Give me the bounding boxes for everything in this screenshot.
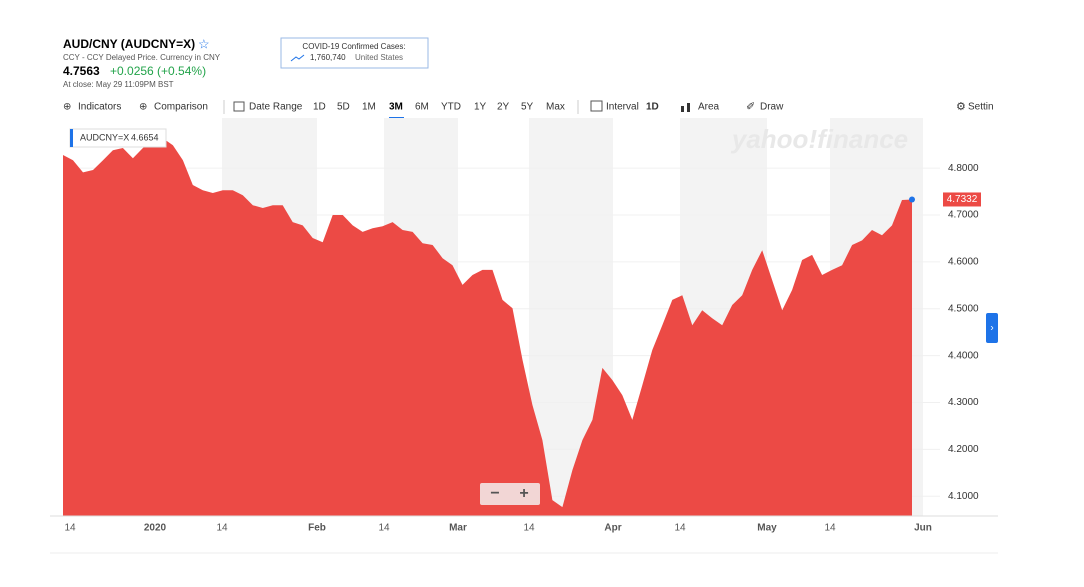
x-tick-label: 2020: [144, 523, 167, 534]
y-tick-label: 4.5000: [948, 303, 979, 314]
toolbar-item[interactable]: Comparison: [154, 102, 208, 113]
covid-icon: [290, 54, 305, 62]
x-tick-label: 14: [824, 523, 836, 534]
star[interactable]: ☆: [198, 36, 210, 51]
toolbar-item[interactable]: 3M: [389, 102, 403, 113]
toolbar-item[interactable]: 5Y: [521, 102, 534, 113]
x-tick-label: Mar: [449, 523, 467, 534]
toolbar-item[interactable]: 2Y: [497, 102, 510, 113]
icon: [233, 101, 245, 112]
covid-count: 1,760,740: [310, 53, 346, 62]
side-tab-arrow: ›: [990, 323, 993, 334]
covid-region: United States: [355, 53, 403, 62]
zoom-out[interactable]: −: [490, 485, 499, 502]
y-tick-label: 4.7000: [948, 210, 979, 221]
price: 4.7563: [63, 64, 100, 78]
y-tick-label: 4.4000: [948, 350, 979, 361]
area: [63, 138, 912, 516]
icon: [590, 100, 603, 112]
y-tick-label: 4.3000: [948, 397, 979, 408]
toolbar-item[interactable]: Interval: [606, 102, 639, 113]
toolbar-item[interactable]: 1D: [313, 102, 326, 113]
toolbar-item[interactable]: YTD: [441, 102, 461, 113]
toolbar-item[interactable]: Date Range: [249, 102, 303, 113]
toolbar-item[interactable]: 6M: [415, 102, 429, 113]
icon: ✐: [746, 101, 755, 113]
toolbar-item[interactable]: 1M: [362, 102, 376, 113]
toolbar-item[interactable]: Indicators: [78, 102, 121, 113]
side-tab[interactable]: [986, 313, 998, 343]
toolbar-item[interactable]: Area: [698, 102, 720, 113]
price-tag-label: 4.7332: [947, 194, 978, 205]
change: +0.0256 (+0.54%): [110, 64, 206, 78]
x-tick-label: 14: [378, 523, 390, 534]
icon: ⊕: [63, 102, 71, 113]
x-tick-label: Jun: [914, 523, 932, 534]
icon: ⊕: [139, 102, 147, 113]
y-tick-label: 4.6000: [948, 257, 979, 268]
toolbar-item[interactable]: Settin: [968, 102, 994, 113]
x-tick-label: May: [757, 523, 777, 534]
icon: [681, 103, 690, 112]
tooltip-value: 4.6654: [131, 132, 159, 142]
zoom-box: [480, 483, 540, 505]
close-time: At close: May 29 11:09PM BST: [63, 80, 174, 89]
tooltip-symbol: AUDCNY=X: [80, 132, 129, 142]
toolbar: ⊕ Indicators ⊕ Comparison Date Range 1D 5D 1M 3M…: [63, 100, 994, 119]
covid-title: COVID-19 Confirmed Cases:: [302, 42, 405, 51]
subtitle: CCY - CCY Delayed Price. Currency in CNY: [63, 53, 221, 62]
toolbar-item[interactable]: Draw: [760, 102, 784, 113]
x-tick-label: Feb: [308, 523, 326, 534]
last-point: [909, 196, 915, 203]
y-tick-label: 4.1000: [948, 491, 979, 502]
x-tick-label: 14: [523, 523, 535, 534]
x-tick-label: 14: [216, 523, 228, 534]
title: AUD/CNY (AUDCNY=X): [63, 37, 195, 51]
y-tick-label: 4.8000: [948, 163, 979, 174]
tooltip-accent: [70, 129, 73, 147]
x-tick-label: 14: [64, 523, 76, 534]
watermark: yahoo!finance: [730, 124, 908, 154]
toolbar-item[interactable]: 5D: [337, 102, 350, 113]
x-tick-label: 14: [674, 523, 686, 534]
price-tag: [943, 192, 981, 207]
y-tick-label: 4.2000: [948, 444, 979, 455]
icon: ⚙: [956, 101, 966, 113]
toolbar-item[interactable]: 1Y: [474, 102, 487, 113]
zoom-in[interactable]: +: [519, 485, 528, 502]
toolbar-item[interactable]: Max: [546, 102, 565, 113]
x-tick-label: Apr: [604, 523, 621, 534]
toolbar-item[interactable]: 1D: [646, 102, 659, 113]
covid-box[interactable]: [280, 37, 429, 69]
